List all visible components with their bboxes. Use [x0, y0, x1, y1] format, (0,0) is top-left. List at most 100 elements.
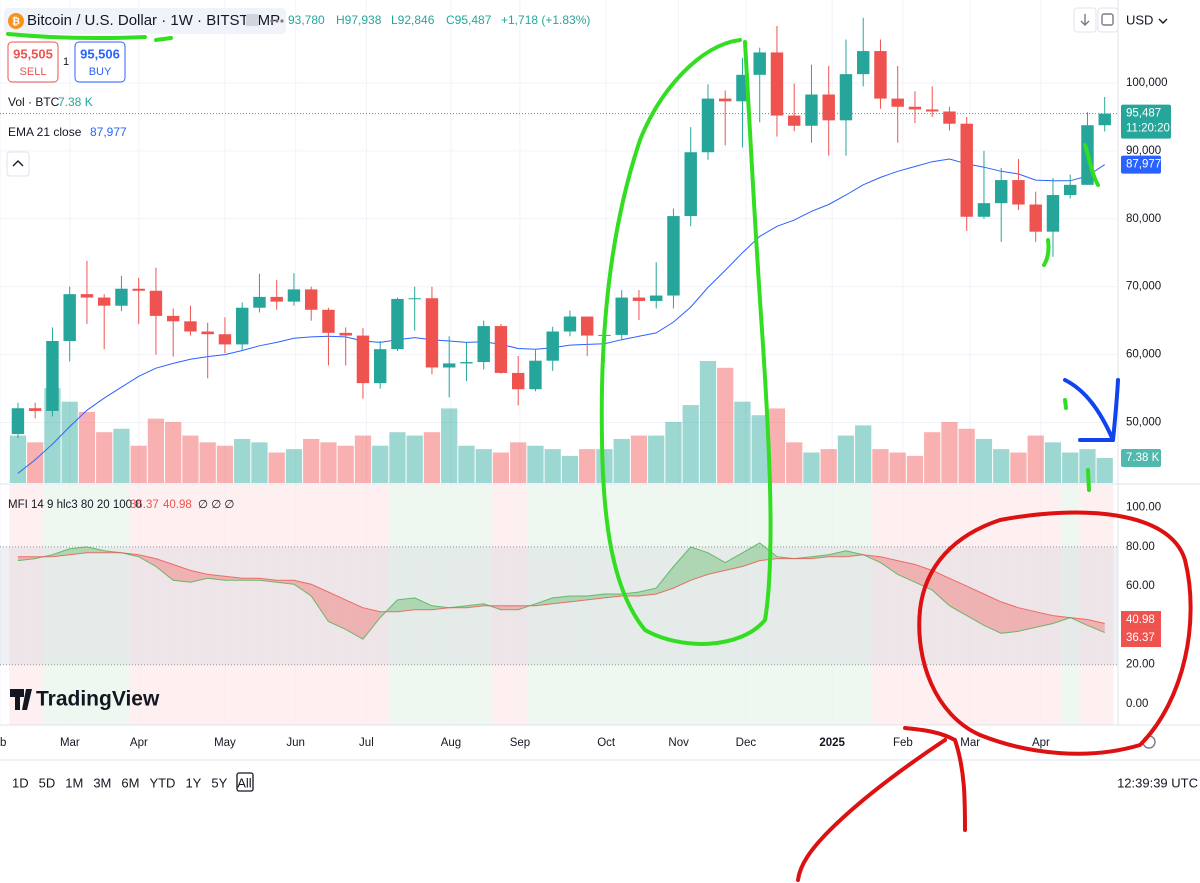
range-button[interactable]: 6M: [121, 775, 139, 790]
candle-body: [97, 297, 111, 306]
range-button[interactable]: 5Y: [211, 775, 227, 790]
mfi-zone: [492, 485, 510, 725]
more-dot: [275, 19, 279, 23]
candle-body: [46, 341, 59, 411]
buy-label: BUY: [89, 66, 112, 78]
range-button[interactable]: 5D: [39, 775, 56, 790]
volume-bar: [234, 438, 251, 483]
candle-body: [632, 297, 646, 301]
volume-bar: [320, 442, 337, 483]
volume-label: 7.38 K: [1126, 452, 1160, 464]
candle-body: [908, 106, 922, 110]
mfi-fill: [397, 597, 415, 612]
mfi-zone: [630, 485, 648, 725]
buy-button[interactable]: [74, 41, 126, 83]
volume-bar: [993, 449, 1010, 483]
mfi-zone: [820, 485, 838, 725]
sell-button[interactable]: [7, 41, 59, 83]
ema-price-box: [1121, 155, 1161, 174]
volume-bar: [717, 367, 734, 483]
more-dot: [270, 19, 274, 23]
volume-bar: [251, 442, 268, 483]
volume-bar: [406, 435, 423, 483]
sell-label: SELL: [20, 66, 47, 78]
volume-bar: [389, 432, 406, 483]
candle-body: [460, 362, 473, 364]
volume-bar: [527, 445, 544, 483]
range-button[interactable]: 1M: [65, 775, 83, 790]
quantity: 1: [63, 56, 69, 68]
candle-body: [339, 332, 352, 336]
volume-bar: [182, 435, 199, 483]
volume-bar: [924, 432, 941, 483]
volume-bar: [268, 452, 285, 483]
range-button[interactable]: 3M: [93, 775, 111, 790]
volume-bar: [906, 455, 924, 483]
price-layer: [0, 17, 1118, 474]
flag-icon[interactable]: [246, 14, 258, 26]
candle-body: [1098, 113, 1111, 126]
collapse-button[interactable]: [6, 151, 30, 177]
volume-bar: [1062, 452, 1079, 483]
mfi-zone: [682, 485, 700, 725]
mfi-fill: [362, 607, 381, 640]
volume-bar: [1096, 457, 1113, 483]
volume-legend: Vol · BTC: [8, 95, 60, 109]
range-button[interactable]: All: [237, 775, 252, 790]
ohlc-close: C95,487: [446, 13, 492, 27]
candle-body: [115, 288, 128, 306]
mfi-fill: [276, 580, 294, 585]
candle-body: [184, 321, 197, 332]
mfi-fill: [345, 599, 363, 640]
blue-arrow: [1063, 378, 1120, 442]
y-tick-label: 50,000: [1126, 417, 1161, 429]
candle-body: [477, 326, 490, 363]
volume-bar: [820, 449, 837, 483]
candle-body: [218, 334, 232, 345]
refresh-button[interactable]: [1097, 7, 1119, 33]
range-button[interactable]: YTD: [149, 775, 175, 790]
volume-bar: [751, 415, 768, 483]
range-button[interactable]: 1D: [12, 775, 29, 790]
mfi-zone: [699, 485, 717, 725]
annotations: [6, 32, 1193, 882]
range-button[interactable]: 1Y: [185, 775, 201, 790]
mfi-tick-label: 60.00: [1126, 580, 1155, 592]
currency[interactable]: USD: [1126, 12, 1153, 27]
mfi-fill: [587, 594, 605, 600]
candle-body: [580, 316, 594, 336]
ema-price-label: 87,977: [1126, 159, 1161, 171]
ema-line: [17, 158, 1105, 474]
volume-bar: [441, 408, 458, 483]
candle-body: [304, 289, 318, 310]
volume-bar: [44, 388, 61, 483]
mfi-zone: [130, 485, 148, 725]
mfi-fill: [1018, 607, 1036, 632]
candle-body: [701, 98, 715, 153]
calendar-icon[interactable]: [236, 772, 254, 792]
mfi-zone: [406, 485, 424, 725]
x-tick-label: Feb: [893, 737, 913, 749]
tv-logo-mark: [10, 689, 32, 710]
mfi-fill: [673, 546, 691, 589]
volume-bar: [113, 428, 130, 483]
candle-body: [132, 288, 145, 291]
green-underline: [6, 32, 173, 42]
volume-bar: [354, 435, 372, 483]
candle-body: [11, 408, 25, 435]
refresh-icon: [1101, 13, 1114, 26]
volume-bar: [544, 449, 561, 483]
symbol-box[interactable]: [4, 8, 286, 34]
volume-bar: [9, 435, 27, 483]
mfi-fill: [983, 594, 1002, 634]
candle-body: [874, 51, 887, 99]
candle-body: [839, 74, 853, 121]
x-tick-label: Mar: [60, 737, 80, 749]
ohlc-high: H97,938: [336, 13, 382, 27]
mfi-fill: [932, 570, 950, 606]
volume-legend-value: 7.38 K: [58, 95, 93, 109]
mfi-zone: [9, 485, 27, 725]
mfi-zone: [544, 485, 562, 725]
last-price-label: 95,487: [1126, 108, 1161, 120]
volume-bar: [147, 418, 165, 483]
